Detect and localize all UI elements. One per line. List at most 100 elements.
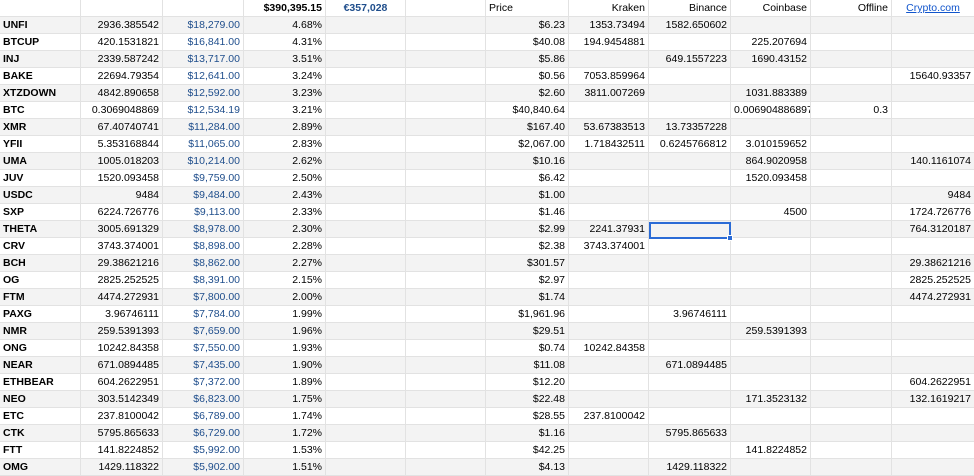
binance-cell[interactable]: [649, 340, 731, 356]
header-kraken[interactable]: Kraken: [569, 0, 649, 16]
cryptocom-cell[interactable]: [892, 459, 974, 475]
kraken-cell[interactable]: [569, 442, 649, 458]
kraken-cell[interactable]: [569, 306, 649, 322]
percent-cell[interactable]: 1.74%: [244, 408, 326, 424]
empty-cell[interactable]: [326, 425, 406, 441]
symbol-cell[interactable]: NEAR: [0, 357, 81, 373]
quantity-cell[interactable]: 1429.118322: [81, 459, 163, 475]
kraken-cell[interactable]: [569, 204, 649, 220]
empty-cell[interactable]: [406, 272, 486, 288]
price-cell[interactable]: $167.40: [486, 119, 569, 135]
header-total-eur[interactable]: €357,028: [326, 0, 406, 16]
price-cell[interactable]: $2.97: [486, 272, 569, 288]
header-cryptocom-link[interactable]: Crypto.com: [906, 2, 960, 14]
price-cell[interactable]: $0.56: [486, 68, 569, 84]
offline-cell[interactable]: [811, 85, 892, 101]
empty-cell[interactable]: [326, 85, 406, 101]
coinbase-cell[interactable]: [731, 119, 811, 135]
offline-cell[interactable]: [811, 357, 892, 373]
usd-value-cell[interactable]: $8,898.00: [163, 238, 244, 254]
coinbase-cell[interactable]: [731, 272, 811, 288]
header-binance[interactable]: Binance: [649, 0, 731, 16]
percent-cell[interactable]: 1.99%: [244, 306, 326, 322]
price-cell[interactable]: $40,840.64: [486, 102, 569, 118]
percent-cell[interactable]: 3.21%: [244, 102, 326, 118]
percent-cell[interactable]: 2.50%: [244, 170, 326, 186]
cryptocom-cell[interactable]: [892, 170, 974, 186]
kraken-cell[interactable]: [569, 255, 649, 271]
quantity-cell[interactable]: 5.353168844: [81, 136, 163, 152]
cryptocom-cell[interactable]: 2825.252525: [909, 274, 971, 286]
price-cell[interactable]: $29.51: [486, 323, 569, 339]
kraken-cell[interactable]: [569, 187, 649, 203]
percent-cell[interactable]: 1.93%: [244, 340, 326, 356]
binance-cell[interactable]: 1582.650602: [649, 17, 731, 33]
header-price[interactable]: Price: [486, 0, 569, 16]
empty-cell[interactable]: [326, 238, 406, 254]
usd-value-cell[interactable]: $9,759.00: [163, 170, 244, 186]
usd-value-cell[interactable]: $8,978.00: [163, 221, 244, 237]
empty-cell[interactable]: [326, 306, 406, 322]
kraken-cell[interactable]: [569, 425, 649, 441]
offline-cell[interactable]: [811, 255, 892, 271]
binance-cell[interactable]: 671.0894485: [649, 357, 731, 373]
percent-cell[interactable]: 2.33%: [244, 204, 326, 220]
percent-cell[interactable]: 1.53%: [244, 442, 326, 458]
cryptocom-cell[interactable]: 4474.272931: [909, 291, 971, 303]
price-cell[interactable]: $1,961.96: [486, 306, 569, 322]
symbol-cell[interactable]: BCH: [0, 255, 81, 271]
coinbase-cell[interactable]: 141.8224852: [731, 442, 811, 458]
empty-cell[interactable]: [406, 289, 486, 305]
percent-cell[interactable]: 1.51%: [244, 459, 326, 475]
symbol-cell[interactable]: BAKE: [0, 68, 81, 84]
cryptocom-cell[interactable]: [892, 340, 974, 356]
offline-cell[interactable]: [811, 119, 892, 135]
usd-value-cell[interactable]: $5,902.00: [163, 459, 244, 475]
empty-cell[interactable]: [326, 17, 406, 33]
kraken-cell[interactable]: 1.718432511: [569, 136, 649, 152]
cryptocom-cell[interactable]: 132.1619217: [909, 393, 971, 405]
quantity-cell[interactable]: 141.8224852: [81, 442, 163, 458]
price-cell[interactable]: $1.74: [486, 289, 569, 305]
quantity-cell[interactable]: 237.8100042: [81, 408, 163, 424]
kraken-cell[interactable]: [569, 459, 649, 475]
offline-cell[interactable]: [811, 306, 892, 322]
offline-cell[interactable]: [811, 408, 892, 424]
cryptocom-cell[interactable]: 764.3120187: [909, 223, 971, 235]
coinbase-cell[interactable]: [731, 238, 811, 254]
usd-value-cell[interactable]: $5,992.00: [163, 442, 244, 458]
price-cell[interactable]: $2,067.00: [486, 136, 569, 152]
offline-cell[interactable]: [811, 68, 892, 84]
percent-cell[interactable]: 4.68%: [244, 17, 326, 33]
coinbase-cell[interactable]: 171.3523132: [731, 391, 811, 407]
cryptocom-cell[interactable]: [892, 34, 974, 50]
symbol-cell[interactable]: ETHBEAR: [0, 374, 81, 390]
coinbase-cell[interactable]: [731, 255, 811, 271]
binance-cell[interactable]: [649, 85, 731, 101]
empty-cell[interactable]: [326, 187, 406, 203]
cryptocom-cell[interactable]: [892, 51, 974, 67]
quantity-cell[interactable]: 1520.093458: [81, 170, 163, 186]
percent-cell[interactable]: 3.24%: [244, 68, 326, 84]
binance-cell[interactable]: [649, 442, 731, 458]
offline-cell[interactable]: [811, 289, 892, 305]
empty-cell[interactable]: [326, 289, 406, 305]
cryptocom-cell[interactable]: 29.38621216: [909, 257, 971, 269]
coinbase-cell[interactable]: [731, 221, 811, 237]
empty-cell[interactable]: [326, 374, 406, 390]
coinbase-cell[interactable]: [731, 306, 811, 322]
empty-cell[interactable]: [406, 323, 486, 339]
empty-cell[interactable]: [406, 34, 486, 50]
kraken-cell[interactable]: [569, 51, 649, 67]
percent-cell[interactable]: 4.31%: [244, 34, 326, 50]
cryptocom-cell[interactable]: 9484: [947, 189, 971, 201]
header-total-usd[interactable]: $390,395.15: [244, 0, 326, 16]
binance-cell[interactable]: [649, 68, 731, 84]
empty-cell[interactable]: [406, 68, 486, 84]
usd-value-cell[interactable]: $16,841.00: [163, 34, 244, 50]
empty-cell[interactable]: [406, 85, 486, 101]
offline-cell[interactable]: [811, 425, 892, 441]
usd-value-cell[interactable]: $6,729.00: [163, 425, 244, 441]
kraken-cell[interactable]: [569, 289, 649, 305]
empty-cell[interactable]: [406, 425, 486, 441]
